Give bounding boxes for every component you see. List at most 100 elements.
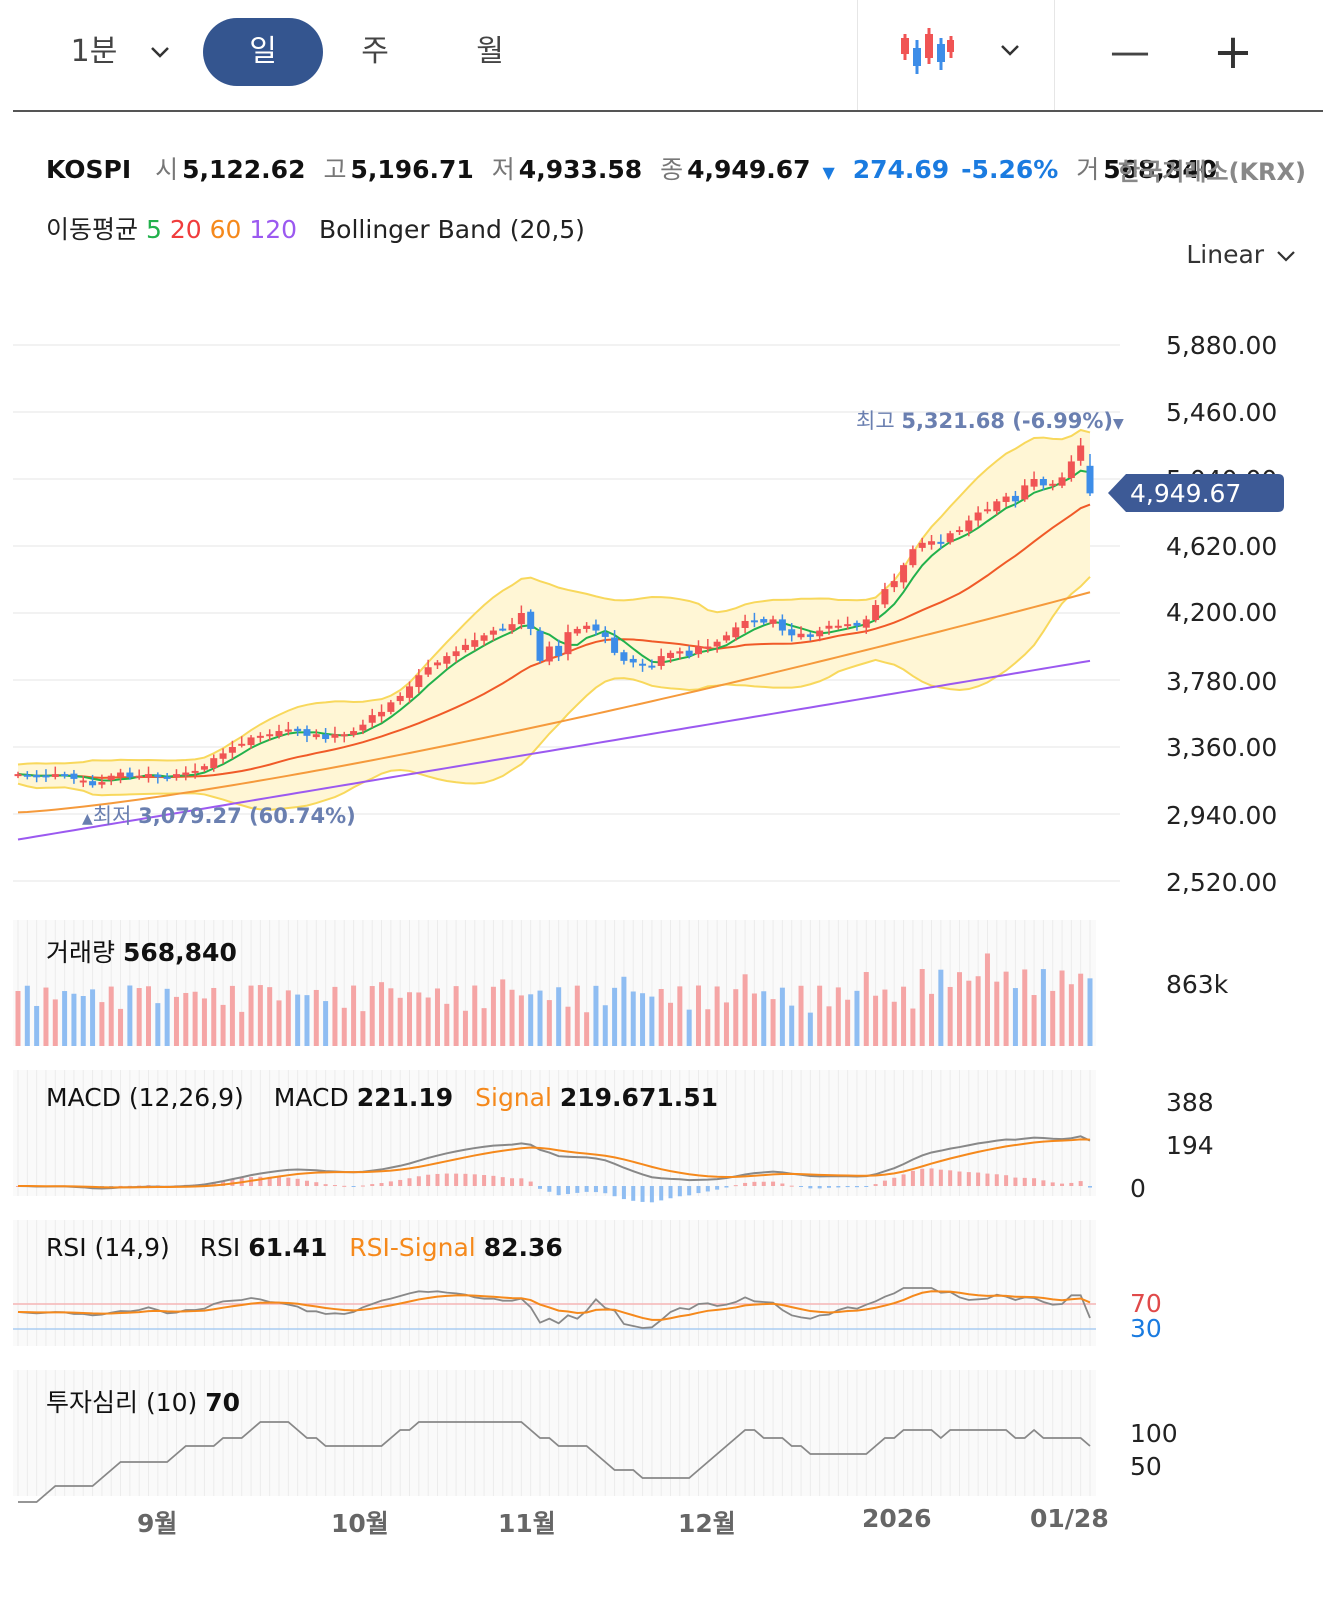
candle-body bbox=[443, 656, 451, 664]
candle-body bbox=[228, 747, 236, 753]
macd-histogram-bar bbox=[444, 1173, 449, 1186]
indicator-legend[interactable]: 이동평균 5 20 60 120 Bollinger Band (20,5) bbox=[46, 210, 585, 246]
candle-body bbox=[154, 774, 162, 778]
volume-value: 568,840 bbox=[1103, 155, 1218, 184]
bollinger-upper-line bbox=[17, 428, 1091, 766]
rsi-signal-label: RSI-Signal bbox=[349, 1233, 476, 1262]
tab-day[interactable]: 일 bbox=[203, 18, 323, 86]
minute-interval-button[interactable]: 1분 bbox=[70, 34, 118, 69]
candle-body bbox=[182, 772, 190, 776]
macd-histogram-bar bbox=[854, 1186, 859, 1188]
macd-histogram-bar bbox=[892, 1177, 897, 1186]
volume-bar bbox=[1068, 984, 1074, 1046]
macd-signal-line bbox=[17, 1138, 1091, 1189]
zoom-out-button[interactable]: — bbox=[1110, 29, 1150, 75]
candle-body bbox=[471, 640, 479, 647]
change-arrow: ▼ bbox=[822, 163, 835, 182]
volume-bar bbox=[835, 987, 841, 1046]
price-axis-label: 2,520.00 bbox=[1166, 868, 1278, 897]
volume-bar bbox=[267, 987, 273, 1046]
scale-mode-dropdown[interactable]: Linear bbox=[1186, 240, 1296, 269]
volume-bar bbox=[761, 991, 767, 1046]
x-axis-label: 01/28 bbox=[1030, 1504, 1109, 1533]
candle-body bbox=[163, 776, 171, 779]
candle-body bbox=[135, 775, 143, 778]
volume-bar bbox=[183, 992, 189, 1046]
volume-bar bbox=[966, 980, 972, 1046]
volume-bar bbox=[1003, 971, 1009, 1046]
candle-body bbox=[778, 619, 786, 631]
volume-bar bbox=[528, 994, 534, 1046]
macd-histogram-bar bbox=[743, 1182, 748, 1186]
price-axis-label: 2,940.00 bbox=[1166, 801, 1278, 830]
high-value: 5,196.71 bbox=[350, 155, 474, 184]
volume-bar bbox=[612, 987, 618, 1046]
high-marker: 최고 5,321.68 (-6.99%)▼ bbox=[856, 405, 1124, 435]
candle-body bbox=[629, 658, 637, 663]
macd-line bbox=[17, 1135, 1091, 1190]
candle-body bbox=[620, 652, 628, 661]
chevron-down-icon[interactable] bbox=[140, 18, 180, 86]
macd-histogram-bar bbox=[407, 1178, 412, 1186]
candle-body bbox=[79, 780, 87, 783]
volume-bar bbox=[108, 986, 114, 1046]
volume-bar bbox=[369, 986, 375, 1046]
macd-histogram-bar bbox=[165, 1185, 170, 1187]
macd-axis-label: 0 bbox=[1130, 1174, 1146, 1203]
volume-bar bbox=[705, 1009, 711, 1046]
low-marker: ▲최저 3,079.27 (60.74%) bbox=[82, 800, 356, 830]
candle-body bbox=[42, 775, 50, 778]
macd-histogram-bar bbox=[81, 1186, 86, 1188]
macd-histogram-bar bbox=[127, 1185, 132, 1187]
macd-histogram-bar bbox=[416, 1176, 421, 1186]
macd-histogram-bar bbox=[733, 1185, 738, 1187]
chevron-down-icon[interactable] bbox=[995, 18, 1025, 86]
tab-month[interactable]: 월 bbox=[476, 34, 504, 69]
macd-histogram-bar bbox=[426, 1174, 431, 1186]
volume-bar bbox=[826, 1006, 832, 1046]
candle-body bbox=[872, 605, 880, 621]
volume-bar bbox=[919, 969, 925, 1046]
volume-bar bbox=[621, 976, 627, 1046]
volume-bar bbox=[24, 985, 30, 1046]
volume-bar bbox=[416, 992, 422, 1046]
macd-axis-label: 388 bbox=[1166, 1088, 1214, 1117]
volume-bar bbox=[668, 1002, 674, 1046]
macd-histogram-bar bbox=[976, 1172, 981, 1186]
macd-histogram-bar bbox=[565, 1186, 570, 1195]
tab-week[interactable]: 주 bbox=[361, 34, 389, 69]
volume-bar bbox=[71, 993, 77, 1046]
high-marker-arrow: ▼ bbox=[1113, 416, 1124, 432]
candle-body bbox=[480, 635, 488, 641]
candle-body bbox=[70, 773, 78, 779]
candle-body bbox=[219, 753, 227, 759]
candle-body bbox=[415, 675, 423, 688]
candle-body bbox=[853, 622, 861, 626]
high-marker-value: 5,321.68 (-6.99%) bbox=[901, 409, 1114, 433]
candle-body bbox=[983, 509, 991, 512]
rsi-label: RSI (14,9) bbox=[46, 1233, 170, 1262]
candle-body bbox=[732, 627, 740, 638]
candle-body bbox=[592, 624, 600, 631]
zoom-in-button[interactable]: + bbox=[1212, 24, 1254, 80]
volume-bar bbox=[817, 985, 823, 1046]
macd-histogram-bar bbox=[295, 1178, 300, 1186]
volume-bar bbox=[136, 988, 142, 1046]
candle-body bbox=[536, 630, 544, 661]
candle-body bbox=[741, 620, 749, 628]
volume-bar bbox=[658, 988, 664, 1046]
candle-body bbox=[61, 774, 69, 777]
ma60-line bbox=[17, 591, 1091, 814]
macd-histogram-bar bbox=[556, 1186, 561, 1196]
macd-histogram-bar bbox=[705, 1186, 710, 1192]
low-marker-label: 최저 bbox=[92, 804, 132, 828]
volume-bar bbox=[1050, 990, 1056, 1046]
macd-histogram-bar bbox=[1004, 1175, 1009, 1186]
candlestick-icon[interactable] bbox=[897, 18, 957, 86]
volume-bar bbox=[1078, 973, 1084, 1046]
macd-histogram-bar bbox=[314, 1182, 319, 1186]
candle-body bbox=[583, 625, 591, 629]
candle-body bbox=[1086, 465, 1094, 494]
candle-body bbox=[350, 731, 358, 735]
volume-bar bbox=[239, 1011, 245, 1046]
